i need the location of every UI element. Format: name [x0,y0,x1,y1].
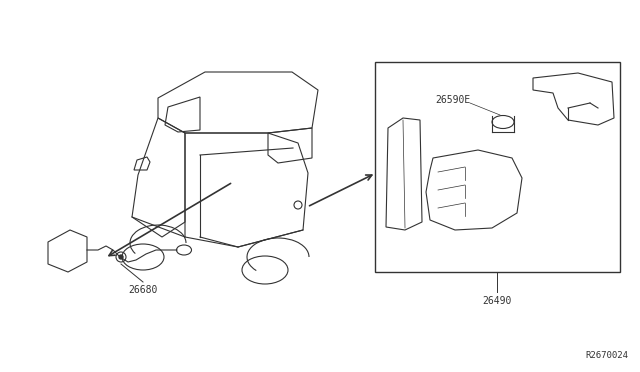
Bar [375,62,620,272]
Text: 26680: 26680 [128,285,157,295]
Text: R2670024: R2670024 [585,351,628,360]
Text: 26590E: 26590E [435,95,470,105]
Text: 26490: 26490 [483,296,512,306]
Circle shape [119,255,123,259]
